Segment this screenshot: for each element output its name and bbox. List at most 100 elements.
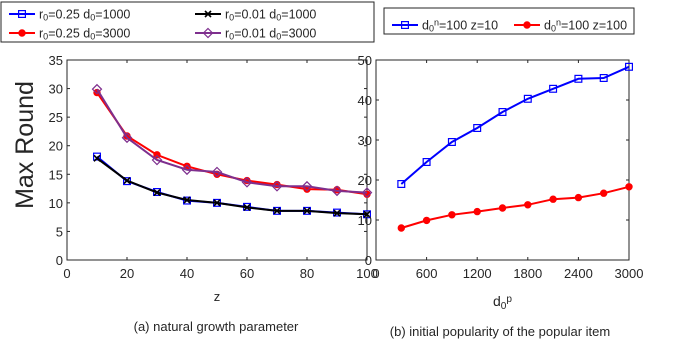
x-axis-label: d0p: [493, 293, 512, 312]
data-point: [397, 224, 405, 232]
legend-box: [383, 7, 635, 35]
data-point: [625, 183, 633, 191]
data-point: [524, 201, 532, 209]
legend-entry: r0=0.25 d0=1000: [9, 8, 130, 23]
data-point: [151, 154, 163, 166]
x-tick-label: 600: [416, 266, 438, 281]
series-2: [93, 154, 371, 218]
data-point: [498, 107, 507, 116]
y-tick-label: 20: [358, 173, 372, 188]
x-tick-label: 2400: [564, 266, 593, 281]
caption-panel-b: (b) initial popularity of the popular it…: [390, 324, 610, 339]
data-point: [600, 189, 608, 197]
data-point: [243, 203, 251, 211]
legend-marker: [401, 21, 410, 30]
series-1: [92, 152, 372, 219]
data-point: [181, 164, 193, 176]
y-tick-label: 15: [49, 167, 63, 182]
y-tick-label: 35: [49, 53, 63, 68]
y-tick-label: 30: [358, 133, 372, 148]
legend-label: r0=0.01 d0=3000: [225, 27, 316, 42]
series-4: [91, 83, 373, 198]
x-tick-label: 60: [240, 266, 254, 281]
y-tick-label: 25: [49, 110, 63, 125]
legend: r0=0.25 d0=1000 r0=0.01 d0=1000 r0=0.25 d0…: [0, 1, 375, 43]
plot-frame: [66, 59, 368, 261]
data-point: [447, 138, 456, 147]
series-2: [397, 183, 633, 232]
legend-label: r0=0.01 d0=1000: [225, 8, 316, 23]
legend-entry: d0n=100 z=10: [392, 17, 498, 34]
x-tick-label: 80: [300, 266, 314, 281]
data-point: [92, 152, 101, 161]
legend-entry: r0=0.25 d0=3000: [9, 27, 130, 42]
data-point: [599, 73, 608, 82]
data-point: [91, 83, 103, 95]
data-point: [624, 62, 633, 71]
data-point: [473, 207, 481, 216]
legend-label: r0=0.25 d0=1000: [39, 8, 130, 23]
plot-frame: [375, 59, 630, 261]
legend-marker: [204, 10, 212, 18]
data-point: [123, 177, 131, 185]
legend-box: [0, 1, 375, 43]
data-point: [241, 176, 253, 188]
data-point: [574, 74, 583, 83]
data-point: [211, 166, 223, 178]
data-point: [331, 185, 343, 197]
data-point: [213, 199, 221, 207]
data-point: [361, 187, 373, 198]
data-point: [523, 94, 532, 103]
y-tick-label: 20: [49, 139, 63, 154]
data-point: [153, 189, 161, 197]
x-tick-label: 1800: [513, 266, 542, 281]
data-point: [273, 207, 281, 215]
legend-label: d0n=100 z=100: [544, 17, 627, 33]
x-tick-label: 20: [120, 266, 134, 281]
data-point: [121, 132, 133, 144]
data-point: [271, 180, 283, 192]
y-tick-label: 0: [56, 253, 63, 268]
x-tick-label: 3000: [615, 266, 644, 281]
legend-marker: [18, 10, 27, 19]
legend-marker: [202, 27, 214, 39]
data-point: [498, 204, 507, 212]
data-point: [363, 210, 371, 218]
series-line: [96, 157, 368, 216]
data-point: [397, 180, 406, 189]
data-point: [574, 193, 583, 202]
data-point: [303, 207, 311, 215]
x-tick-label: 40: [180, 266, 194, 281]
y-tick-label: 0: [365, 253, 372, 268]
series-line: [400, 65, 630, 185]
x-tick-label: 0: [63, 266, 70, 281]
x-tick-label: 100: [356, 266, 378, 281]
caption-panel-a: (a) natural growth parameter: [134, 319, 299, 334]
data-point: [549, 84, 558, 93]
y-tick-label: 5: [56, 224, 63, 239]
y-tick-label: 50: [358, 53, 372, 68]
x-tick-label: 1200: [463, 266, 492, 281]
series-line: [401, 185, 630, 229]
data-point: [301, 180, 313, 192]
chart-panel-b: 0 600 1200 1800 2400 3000 0 10 20 30 40 50 d0p d0n=10…: [358, 7, 644, 312]
legend: d0n=100 z=10 d0n=100 z=100: [383, 7, 635, 35]
data-point: [422, 216, 431, 225]
data-point: [473, 123, 482, 132]
legend-entry: r0=0.01 d0=3000: [195, 27, 316, 42]
y-tick-label: 10: [49, 196, 63, 211]
legend-marker: [523, 21, 531, 29]
shared-y-axis-label: Max Round: [11, 81, 39, 209]
series-line: [96, 88, 368, 194]
legend-label: r0=0.25 d0=3000: [39, 27, 130, 42]
legend-marker: [18, 29, 26, 37]
series-line: [96, 92, 368, 196]
data-point: [549, 195, 557, 203]
y-tick-label: 40: [358, 93, 372, 108]
data-point: [183, 196, 191, 204]
data-point: [422, 158, 431, 167]
legend-entry: r0=0.01 d0=1000: [195, 8, 316, 23]
y-tick-label: 30: [49, 82, 63, 97]
